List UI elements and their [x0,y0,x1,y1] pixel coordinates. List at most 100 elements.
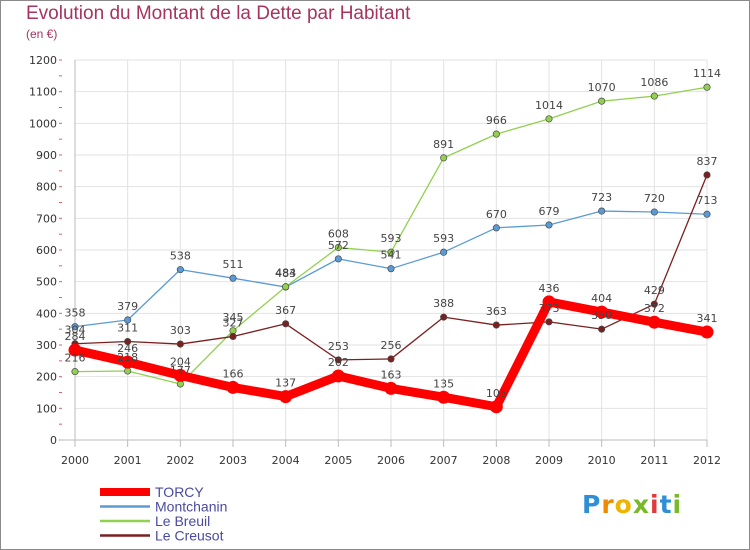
data-label-le-creusot: 327 [223,316,244,329]
x-tick-label: 2012 [693,454,721,467]
data-label-montchanin: 541 [381,249,402,262]
data-label-le-breuil: 218 [117,351,138,364]
y-tick-label: 100 [36,402,57,415]
data-label-le-breuil: 891 [433,138,454,151]
x-tick-label: 2004 [272,454,300,467]
x-tick-label: 2006 [377,454,405,467]
data-label-le-creusot: 367 [275,304,296,317]
data-point-le-creusot [124,337,132,346]
data-label-torcy: 341 [697,312,718,325]
data-label-montchanin: 358 [65,307,86,320]
x-tick-label: 2011 [640,454,668,467]
data-point-le-creusot [650,300,658,308]
data-label-montchanin: 483 [275,267,296,280]
data-label-torcy: 404 [591,292,612,305]
x-tick-label: 2007 [430,454,458,467]
data-point-montchanin [176,266,184,274]
data-label-le-creusot: 311 [117,322,138,335]
data-point-le-creusot [703,171,711,179]
data-label-le-creusot: 388 [433,297,454,310]
data-point-le-breuil [545,115,553,123]
legend-label-montchanin: Montchanin [155,499,227,515]
logo-letter: x [632,490,650,519]
data-point-torcy [489,400,503,414]
data-label-montchanin: 538 [170,250,191,263]
data-point-torcy [647,315,661,329]
data-point-le-creusot [545,318,553,326]
data-label-montchanin: 720 [644,192,665,205]
data-label-le-creusot: 303 [170,324,191,337]
x-tick-label: 2003 [219,454,247,467]
data-point-torcy [226,380,240,394]
y-tick-label: 300 [36,339,57,352]
logo-letter: i [650,490,660,519]
data-point-montchanin [545,221,553,229]
data-point-torcy [595,305,609,319]
data-point-le-creusot [598,325,606,333]
x-tick-label: 2001 [114,454,142,467]
data-label-torcy: 204 [170,355,191,368]
proxiti-logo: Proxiti [582,490,682,519]
y-tick-label: 200 [36,371,57,384]
data-label-torcy: 166 [223,367,244,380]
data-point-torcy [279,390,293,404]
data-label-torcy: 246 [117,342,138,355]
data-point-le-breuil [703,83,711,91]
data-point-le-creusot [334,356,342,364]
data-point-montchanin [387,265,395,273]
data-point-le-breuil [282,283,290,291]
data-label-torcy: 436 [539,282,560,295]
y-tick-label: 1000 [29,117,57,130]
data-label-le-breuil: 608 [328,227,349,240]
data-label-torcy: 202 [328,356,349,369]
y-tick-label: 1200 [29,54,57,67]
data-label-montchanin: 713 [697,194,718,207]
data-label-montchanin: 593 [433,232,454,245]
data-point-le-breuil [124,367,132,375]
x-tick-label: 2002 [166,454,194,467]
logo-letter: r [601,490,615,519]
data-label-torcy: 135 [433,377,454,390]
data-label-le-creusot: 363 [486,305,507,318]
data-label-le-creusot: 256 [381,339,402,352]
data-label-montchanin: 679 [539,205,560,218]
data-point-le-breuil [492,130,500,138]
data-point-le-creusot [387,355,395,363]
data-point-montchanin [598,207,606,215]
data-point-montchanin [650,208,658,216]
x-tick-label: 2008 [482,454,510,467]
data-point-le-creusot [176,340,184,348]
data-label-le-breuil: 966 [486,114,507,127]
data-label-le-creusot: 837 [697,155,718,168]
y-tick-label: 600 [36,244,57,257]
data-point-torcy [437,390,451,404]
legend-label-torcy: TORCY [155,484,204,500]
data-point-montchanin [229,274,237,282]
data-point-le-creusot [440,313,448,321]
data-label-montchanin: 670 [486,208,507,221]
y-tick-label: 800 [36,181,57,194]
data-label-montchanin: 511 [223,258,244,271]
data-label-torcy: 284 [65,330,86,343]
data-label-le-breuil: 1086 [640,76,668,89]
data-label-le-breuil: 1114 [693,67,721,80]
chart-title: Evolution du Montant de la Dette par Hab… [26,3,411,24]
x-tick-label: 2009 [535,454,563,467]
data-label-le-creusot: 350 [591,309,612,322]
data-label-le-breuil: 593 [381,232,402,245]
data-label-le-breuil: 1014 [535,99,563,112]
data-point-le-breuil [598,97,606,105]
data-point-torcy [121,355,135,369]
logo-letter: i [672,490,683,519]
data-label-torcy: 105 [486,387,507,400]
data-point-le-breuil [71,368,79,376]
data-point-torcy [700,325,714,339]
data-point-le-breuil [440,154,448,162]
data-label-le-breuil: 484 [275,267,296,280]
y-tick-label: 1100 [29,86,57,99]
y-tick-label: 0 [50,434,57,447]
data-point-torcy [331,369,345,383]
